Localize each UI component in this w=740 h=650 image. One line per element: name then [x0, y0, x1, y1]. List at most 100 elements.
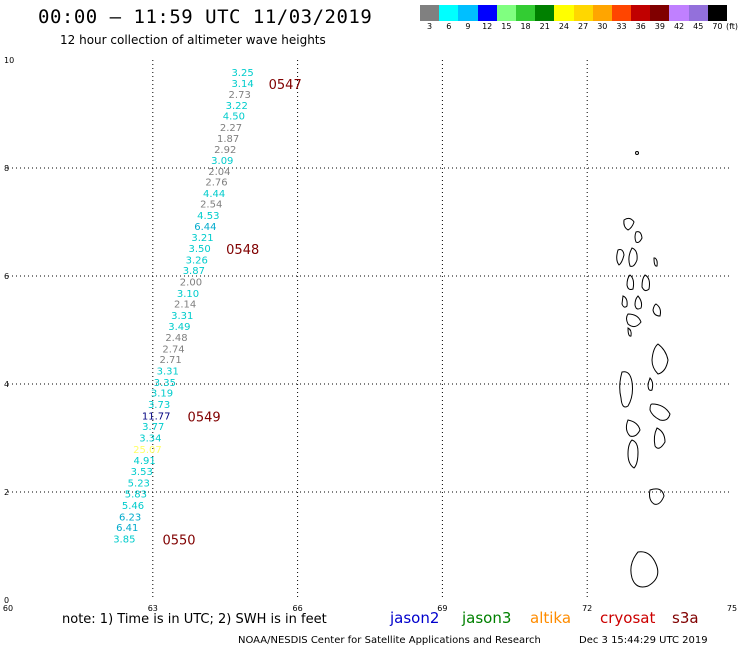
legend-swatch [515, 5, 536, 21]
legend-swatch [554, 5, 574, 21]
wave-height-label: 2.71 [160, 355, 182, 366]
legend-value-label: 42 [673, 22, 685, 31]
wave-height-label: 2.76 [205, 178, 227, 189]
legend-value-label: 70 [712, 22, 723, 31]
island-outline [625, 419, 641, 437]
y-tick-label: 4 [4, 380, 9, 389]
legend-s3a: s3a [672, 609, 699, 627]
x-tick-label: 75 [727, 604, 737, 613]
wave-height-label: 2.73 [229, 90, 251, 101]
wave-height-label: 3.73 [148, 400, 170, 411]
legend-value-label: 39 [654, 22, 665, 31]
wave-height-label: 3.31 [157, 367, 179, 378]
wave-height-label: 6.44 [194, 222, 216, 233]
y-tick-label: 6 [4, 272, 9, 281]
island-outline [635, 151, 639, 155]
island-outline [623, 217, 635, 231]
wave-height-label: 3.49 [168, 322, 190, 333]
island-outline [652, 303, 661, 317]
wave-height-label: 3.26 [186, 255, 208, 266]
island-outline [634, 295, 643, 310]
color-legend-labels: 3 6 9 12 15 18 21 24 27 30 33 36 39 42 45 70 (ft) [420, 22, 740, 34]
wave-height-label: 3.19 [151, 389, 173, 400]
island-outline [626, 313, 642, 328]
island-outline [630, 551, 659, 588]
wave-height-label: 2.92 [214, 145, 236, 156]
wave-height-label: 3.50 [188, 244, 210, 255]
pass-time-label: 0550 [162, 534, 195, 549]
color-legend-bar [420, 5, 727, 21]
island-outline [647, 377, 654, 391]
pass-time-label: 0549 [188, 410, 221, 425]
wave-height-label: 3.21 [191, 233, 213, 244]
legend-altika: altika [530, 609, 572, 627]
x-tick-label: 72 [582, 604, 592, 613]
legend-swatch [611, 5, 632, 21]
island-outline [616, 249, 625, 266]
legend-value-label: 9 [465, 22, 471, 31]
legend-swatch [477, 5, 497, 21]
legend-swatch [573, 5, 593, 21]
island-outline [626, 274, 635, 290]
legend-value-label: 21 [539, 22, 550, 31]
wave-height-label: 4.44 [203, 189, 225, 200]
y-tick-label: 2 [4, 488, 9, 497]
wave-height-label: 25.07 [133, 445, 162, 456]
legend-value-label: 33 [616, 22, 627, 31]
wave-height-label: 3.31 [171, 311, 193, 322]
map-subtitle: 12 hour collection of altimeter wave hei… [60, 33, 326, 47]
legend-swatch [535, 5, 555, 21]
island-outline [641, 274, 650, 292]
maldives-coastline [616, 151, 671, 588]
legend-swatch [669, 5, 689, 21]
island-outline [649, 488, 665, 505]
units-note: note: 1) Time is in UTC; 2) SWH is in fe… [62, 612, 327, 627]
island-outline [627, 439, 639, 469]
legend-swatch [650, 5, 670, 21]
wave-height-label: 2.74 [162, 344, 184, 355]
wave-height-label: 1.87 [217, 134, 239, 145]
pass-time-label: 0547 [269, 78, 302, 93]
island-outline [628, 247, 638, 267]
legend-swatch [458, 5, 478, 21]
wave-height-label: 4.50 [223, 112, 245, 123]
y-tick-label: 0 [4, 596, 9, 605]
legend-swatch [439, 5, 459, 21]
island-outline [653, 427, 666, 449]
wave-height-label: 5.83 [125, 490, 147, 501]
time-annotations: 0547 0548 0549 0550 [162, 78, 301, 549]
legend-jason2: jason2 [390, 609, 440, 627]
x-tick-label: 69 [437, 604, 447, 613]
wave-height-label: 2.04 [208, 167, 230, 178]
wave-height-label: 2.14 [174, 300, 196, 311]
island-outline [634, 231, 643, 243]
legend-value-label: 3 [427, 22, 433, 31]
wave-height-label: 6.41 [116, 523, 138, 534]
island-outline [649, 403, 671, 421]
island-outline [619, 371, 633, 408]
axis-tick-labels: 60 63 66 69 72 75 0 2 4 6 8 10 [3, 56, 737, 613]
wave-height-label: 3.34 [139, 434, 161, 445]
wave-height-label: 3.10 [177, 289, 199, 300]
generation-timestamp: Dec 3 15:44:29 UTC 2019 [579, 635, 708, 646]
legend-swatch [707, 5, 727, 21]
wave-height-label: 4.91 [133, 456, 155, 467]
wave-height-label: 5.23 [128, 478, 150, 489]
wave-height-label: 2.27 [220, 123, 242, 134]
wave-height-label: 6.23 [119, 512, 141, 523]
wave-height-label: 3.77 [142, 422, 164, 433]
y-tick-label: 10 [4, 56, 14, 65]
legend-swatch [688, 5, 708, 21]
wave-height-label: 3.25 [231, 68, 253, 79]
legend-value-label: 36 [635, 22, 646, 31]
wave-height-label: 11.77 [142, 411, 171, 422]
wave-height-label: 3.53 [131, 467, 153, 478]
legend-value-label: 18 [520, 22, 531, 31]
y-tick-label: 8 [4, 164, 9, 173]
wave-height-label: 2.54 [200, 200, 222, 211]
wave-height-label: 3.87 [183, 266, 205, 277]
legend-swatch [420, 5, 440, 21]
legend-value-label: 24 [558, 22, 569, 31]
island-outline [621, 295, 628, 308]
